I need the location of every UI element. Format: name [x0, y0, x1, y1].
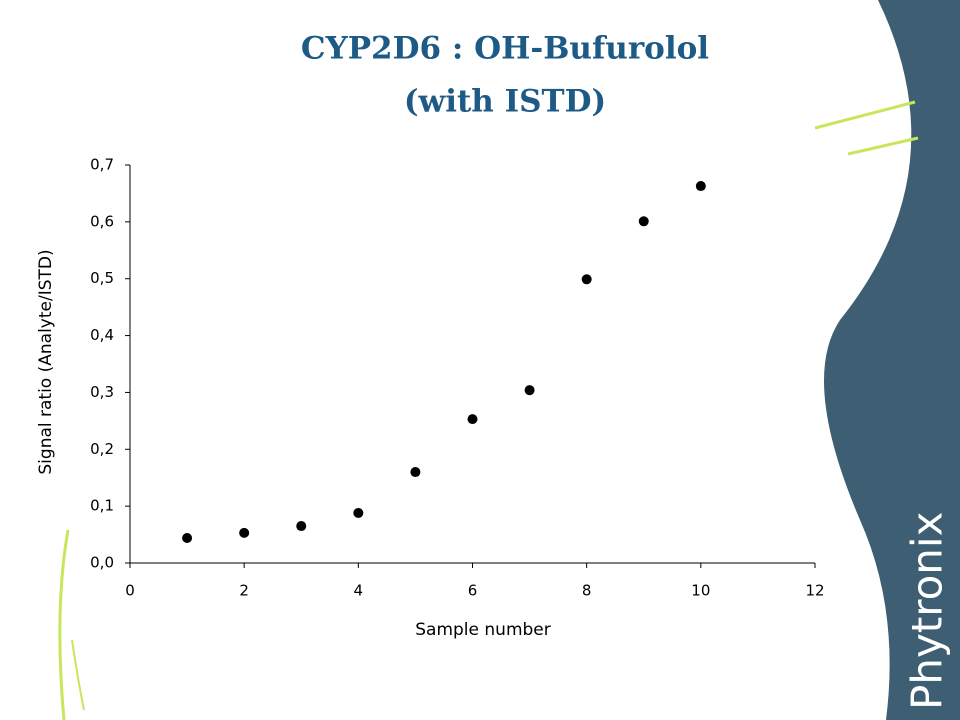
y-tick-label: 0,3: [90, 383, 114, 401]
point: [581, 274, 592, 285]
point: [353, 507, 364, 518]
decor-line: [71, 639, 85, 711]
y-tick-label: 0,4: [90, 326, 114, 344]
x-tick-label: 6: [468, 582, 478, 600]
decor-line: [58, 529, 70, 720]
x-tick-label: 12: [805, 582, 824, 600]
logo: Phytronix: [903, 512, 952, 710]
decor-line: [814, 100, 916, 130]
point: [467, 414, 478, 425]
x-tick-label: 4: [354, 582, 364, 600]
chart-title: CYP2D6 : OH-Bufurolol: [301, 31, 709, 67]
point: [182, 532, 193, 543]
point: [296, 521, 307, 532]
x-tick-label: 8: [582, 582, 592, 600]
chart-title: (with ISTD): [404, 84, 606, 120]
point: [410, 467, 421, 478]
point: [239, 527, 250, 538]
y-tick-label: 0,6: [90, 212, 114, 230]
y-tick-label: 0,7: [90, 156, 114, 174]
y-axis-label: Signal ratio (Analyte/ISTD): [36, 249, 56, 474]
x-tick-label: 2: [239, 582, 249, 600]
point: [524, 385, 535, 396]
x-tick-label: 0: [125, 582, 135, 600]
point: [638, 216, 649, 227]
decor-line: [847, 136, 919, 156]
y-tick-label: 0,0: [90, 554, 114, 572]
point: [695, 181, 706, 192]
x-tick-label: 10: [691, 582, 710, 600]
side-panel: [824, 0, 960, 720]
x-axis-label: Sample number: [415, 620, 551, 640]
y-tick-label: 0,5: [90, 269, 114, 287]
y-tick-label: 0,1: [90, 497, 114, 515]
y-tick-label: 0,2: [90, 440, 114, 458]
